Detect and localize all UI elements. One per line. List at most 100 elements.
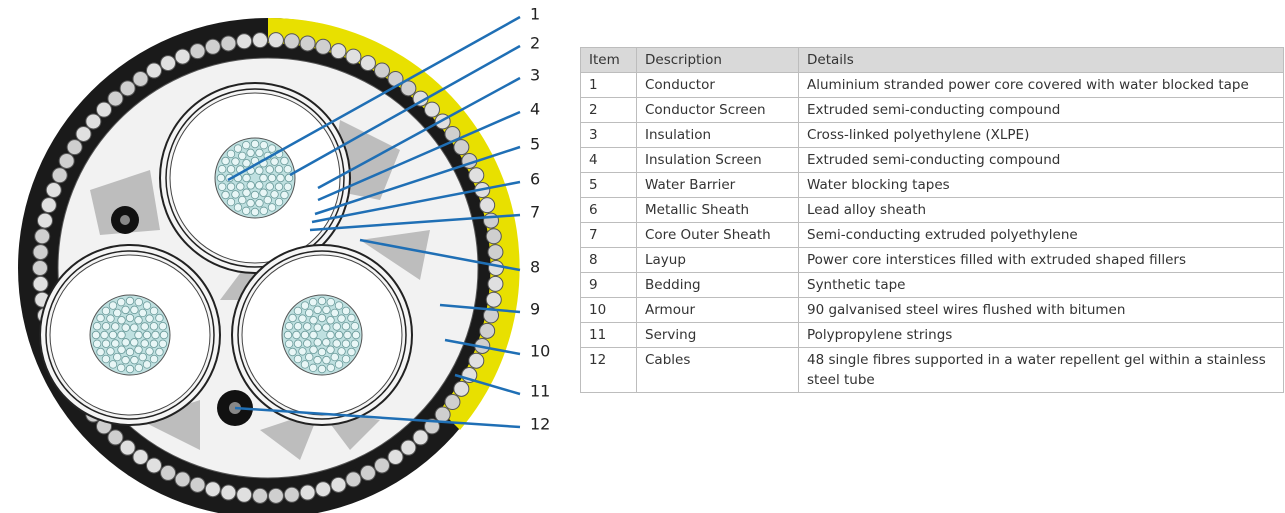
strand [313,338,322,347]
strand [158,339,168,348]
strand [292,330,301,340]
armour-wire [174,48,191,65]
table-cell: Cables [636,347,799,393]
metallic-sheath [237,250,407,420]
armour-wire [32,260,48,276]
strand [280,190,289,200]
header-row: Item Description Details [580,47,1284,73]
strand [111,322,120,331]
strand [117,316,126,325]
armour-wire [160,464,177,481]
strand [250,139,260,149]
table-cell: Extruded semi-conducting compound [798,147,1284,173]
strand [142,360,152,369]
table-cell: 2 [580,97,637,123]
armour-wire [252,487,269,504]
armour-wire [95,101,112,118]
armour-wire [453,380,470,397]
strand [96,347,105,357]
table-cell: 9 [580,272,637,298]
strand [117,363,126,373]
armour-wire [479,197,496,214]
strand [217,182,227,191]
strand [233,144,243,153]
armour-wire [479,322,496,339]
strand [242,140,251,150]
strand [238,195,247,205]
strand [140,339,149,348]
strand [337,347,346,356]
armour-wire [468,167,485,184]
armour-wire [204,38,221,55]
table-row: 5 Water Barrier Water blocking tapes [580,172,1284,198]
armour-wire [75,125,92,142]
strand [134,316,143,325]
strand [117,345,126,354]
strand [155,347,164,357]
armour-wire [488,260,504,276]
armour-wire [146,457,162,474]
strand [155,313,164,323]
strand [246,148,255,158]
strand [337,314,346,323]
callout-number: 4 [530,100,540,119]
strand [326,316,335,325]
strand [309,330,318,340]
armour-wire [468,352,485,369]
strand [138,352,147,362]
strand [140,322,149,331]
armour-wire [485,291,502,308]
strand [332,322,341,331]
table-cell: Armour [636,297,799,323]
strand [149,354,159,364]
strand [313,323,322,332]
armour-wire [359,464,376,481]
table-cell: 4 [580,147,637,173]
strand [322,355,331,365]
armour-wire [85,113,102,130]
armour-wire [34,228,51,245]
armour-wire [444,394,461,411]
strand [270,157,279,166]
table-cell: 7 [580,222,637,248]
armour-wire [424,101,441,118]
table-row: 1 Conductor Aluminium stranded power core … [580,72,1284,98]
armour-wire [267,32,284,49]
table-row: 7 Core Outer Sheath Semi-conducting extrud… [580,222,1284,248]
strand [255,166,264,175]
callout-number: 3 [530,66,540,85]
strand [255,181,264,190]
strand [145,347,154,356]
table-cell: Conductor Screen [636,97,799,123]
armour-wire [299,35,316,52]
armour-wire [51,167,68,184]
strand [149,306,159,316]
table-cell: Extruded semi-conducting compound [798,97,1284,123]
strand [231,190,240,199]
table-cell: Serving [636,322,799,348]
strand [284,322,294,331]
strand [121,323,130,332]
strand [330,308,339,318]
strand [101,322,111,331]
strand [231,157,240,166]
table-cell: 5 [580,172,637,198]
strand [259,206,268,216]
armour-wire [132,449,149,466]
strand [309,363,318,373]
strand [274,182,284,191]
table-cell: Metallic Sheath [636,197,799,223]
table-cell: 11 [580,322,637,348]
strand [351,330,361,340]
armour-wire [374,62,390,79]
table-cell: 3 [580,122,637,148]
strand [134,363,143,373]
table-cell: Insulation [636,122,799,148]
table-row: 2 Conductor Screen Extruded semi-conductin… [580,97,1284,123]
strand [255,148,264,158]
table-cell: Insulation Screen [636,147,799,173]
strand [313,355,322,365]
strand [267,144,277,153]
